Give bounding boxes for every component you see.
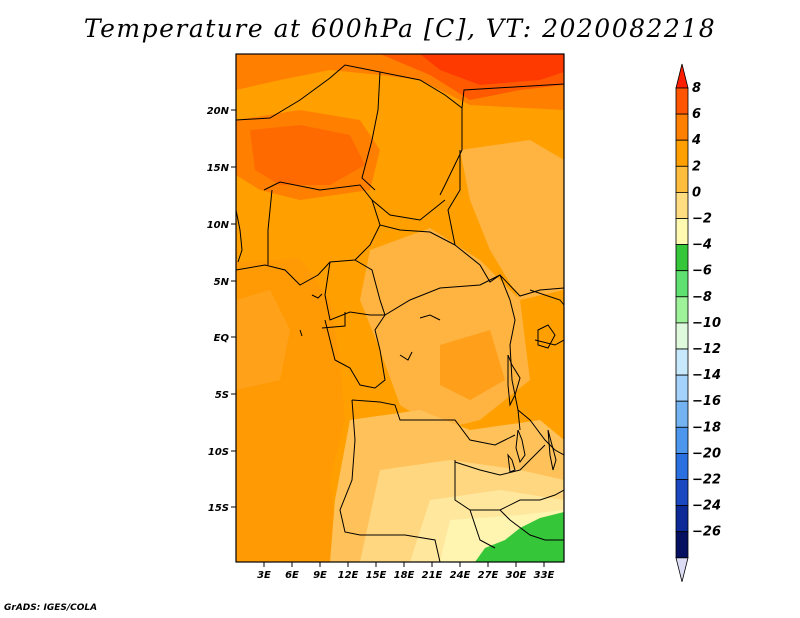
lon-label: 27E bbox=[478, 570, 499, 581]
colorbar-label: −6 bbox=[692, 264, 712, 279]
colorbar-label: −16 bbox=[692, 394, 721, 409]
grads-credit: GrADS: IGES/COLA bbox=[4, 603, 98, 613]
lon-label: 24E bbox=[450, 570, 471, 581]
lon-label: 15E bbox=[366, 570, 387, 581]
temperature-field bbox=[236, 54, 564, 562]
colorbar-swatch bbox=[675, 531, 689, 559]
colorbar-label: −26 bbox=[692, 525, 721, 540]
map-frame bbox=[235, 53, 565, 563]
colorbar-swatch bbox=[675, 191, 689, 219]
lon-label: 30E bbox=[506, 570, 527, 581]
map-title: Temperature at 600hPa [C], VT: 202008221… bbox=[83, 14, 717, 43]
colorbar-bottom-arrow bbox=[675, 557, 689, 582]
colorbar-label: −8 bbox=[692, 290, 712, 305]
colorbar-top-arrow bbox=[675, 63, 689, 89]
colorbar-label: −4 bbox=[692, 238, 712, 253]
colorbar-label: −10 bbox=[692, 316, 721, 331]
lon-label: 18E bbox=[394, 570, 415, 581]
colorbar-swatch bbox=[675, 87, 689, 115]
lon-label: 3E bbox=[257, 570, 271, 581]
colorbar-swatch bbox=[675, 479, 689, 507]
colorbar-swatch bbox=[675, 270, 689, 298]
lon-label: 9E bbox=[313, 570, 327, 581]
colorbar-label: 4 bbox=[691, 133, 701, 148]
colorbar-swatch bbox=[675, 322, 689, 350]
colorbar-swatch bbox=[675, 139, 689, 167]
colorbar-label: −14 bbox=[692, 368, 721, 383]
colorbar-label: −24 bbox=[692, 499, 721, 514]
colorbar-label: −2 bbox=[692, 212, 712, 227]
colorbar-swatch bbox=[675, 218, 689, 246]
colorbar-swatch bbox=[675, 296, 689, 324]
colorbar-swatch bbox=[675, 505, 689, 533]
colorbar-label: 0 bbox=[692, 185, 701, 200]
lat-ticks bbox=[231, 109, 236, 508]
lon-label: 21E bbox=[422, 570, 443, 581]
lon-label: 33E bbox=[534, 570, 555, 581]
lat-label: 5N bbox=[214, 277, 230, 288]
colorbar-label: 6 bbox=[692, 107, 701, 122]
lon-ticks bbox=[263, 562, 545, 567]
colorbar-swatch bbox=[675, 400, 689, 428]
colorbar-label: −12 bbox=[692, 342, 721, 357]
colorbar-label: −22 bbox=[692, 473, 721, 488]
lon-label: 6E bbox=[285, 570, 299, 581]
colorbar-swatch bbox=[675, 452, 689, 480]
lon-label: 12E bbox=[338, 570, 359, 581]
colorbar: 8 6 4 2 0 −2 −4 −6 −8 −10 −12 −14 −16 −18 −20 −22 −24 −26 bbox=[675, 63, 721, 582]
colorbar-label: −20 bbox=[692, 446, 721, 461]
country-borders bbox=[236, 64, 564, 562]
lat-label: 15S bbox=[208, 503, 229, 514]
colorbar-swatch bbox=[675, 165, 689, 193]
lat-label: 15N bbox=[207, 163, 230, 174]
lat-label: 5S bbox=[215, 390, 229, 401]
lat-label: 10N bbox=[207, 220, 230, 231]
colorbar-swatch bbox=[675, 374, 689, 402]
colorbar-label: 8 bbox=[692, 81, 701, 96]
colorbar-swatch bbox=[675, 348, 689, 376]
lat-label: EQ bbox=[214, 333, 230, 344]
lat-label: 20N bbox=[207, 106, 230, 117]
colorbar-swatch bbox=[675, 244, 689, 272]
colorbar-swatch bbox=[675, 426, 689, 454]
colorbar-label: 2 bbox=[692, 159, 701, 174]
colorbar-label: −18 bbox=[692, 420, 721, 435]
colorbar-swatch bbox=[675, 113, 689, 141]
lat-label: 10S bbox=[208, 447, 229, 458]
